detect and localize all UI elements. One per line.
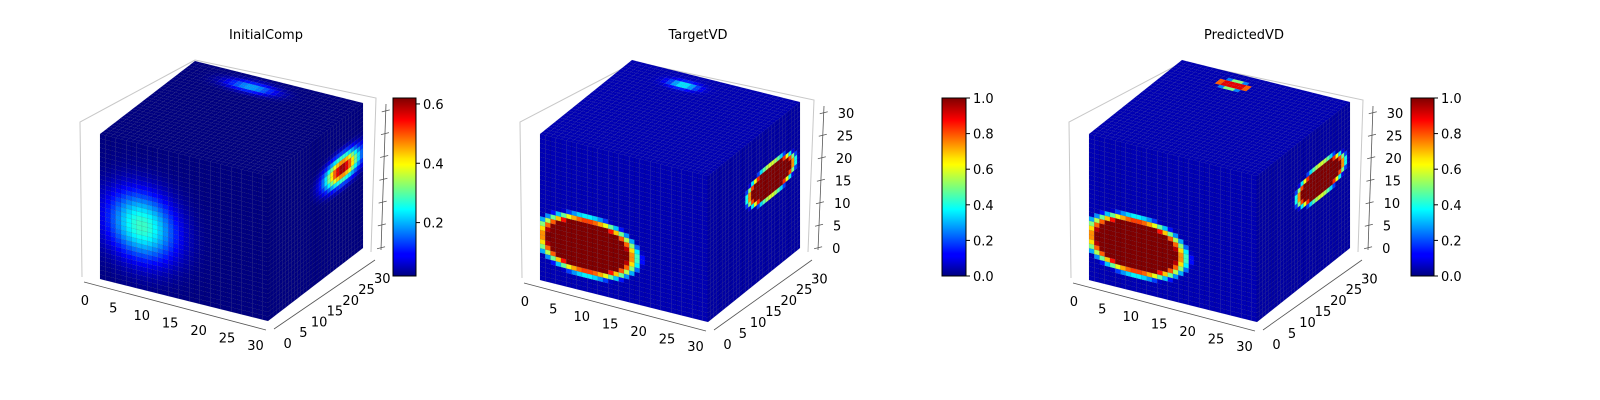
colorbar-tick-label: 0.6 [423,98,444,113]
y-tick-label: 25 [358,283,375,298]
z-axis [376,103,390,251]
pane-edge [79,59,196,278]
y-tick-label: 30 [374,272,391,287]
voxel-cells [99,60,364,322]
x-tick-label: 30 [247,339,264,354]
axes-frame [79,59,377,278]
x-tick-label: 15 [162,316,179,331]
y-tick-label: 20 [342,294,359,309]
colorbar-gradient [392,97,417,277]
x-tick-label: 0 [81,294,89,309]
panel-targetvd: TargetVD 0 5 10 15 20 25 30 0510152025300510152… [519,28,994,355]
panel-title: TargetVD [667,28,727,43]
voxel-cells [539,59,801,323]
colorbar-tick-label: 0.2 [423,217,444,232]
y-tick-label: 0 [283,337,291,352]
x-tick-label: 5 [109,301,117,316]
colorbar-tick-label: 0.4 [423,157,444,172]
x-tick-label: 25 [219,331,236,346]
colorbar: 0.2 0.4 0.6 [392,97,444,277]
y-tick-label: 5 [299,326,307,341]
x-tick-label: 20 [190,324,207,339]
panel-title: InitialComp [229,28,303,43]
z-axis-line [380,103,387,251]
pane-edge [194,59,377,253]
y-tick-label: 10 [311,315,328,330]
colorbar-ticks: 0.2 0.4 0.6 [416,98,444,232]
x-tick-label: 10 [133,309,150,324]
y-tick-label: 15 [327,305,344,320]
